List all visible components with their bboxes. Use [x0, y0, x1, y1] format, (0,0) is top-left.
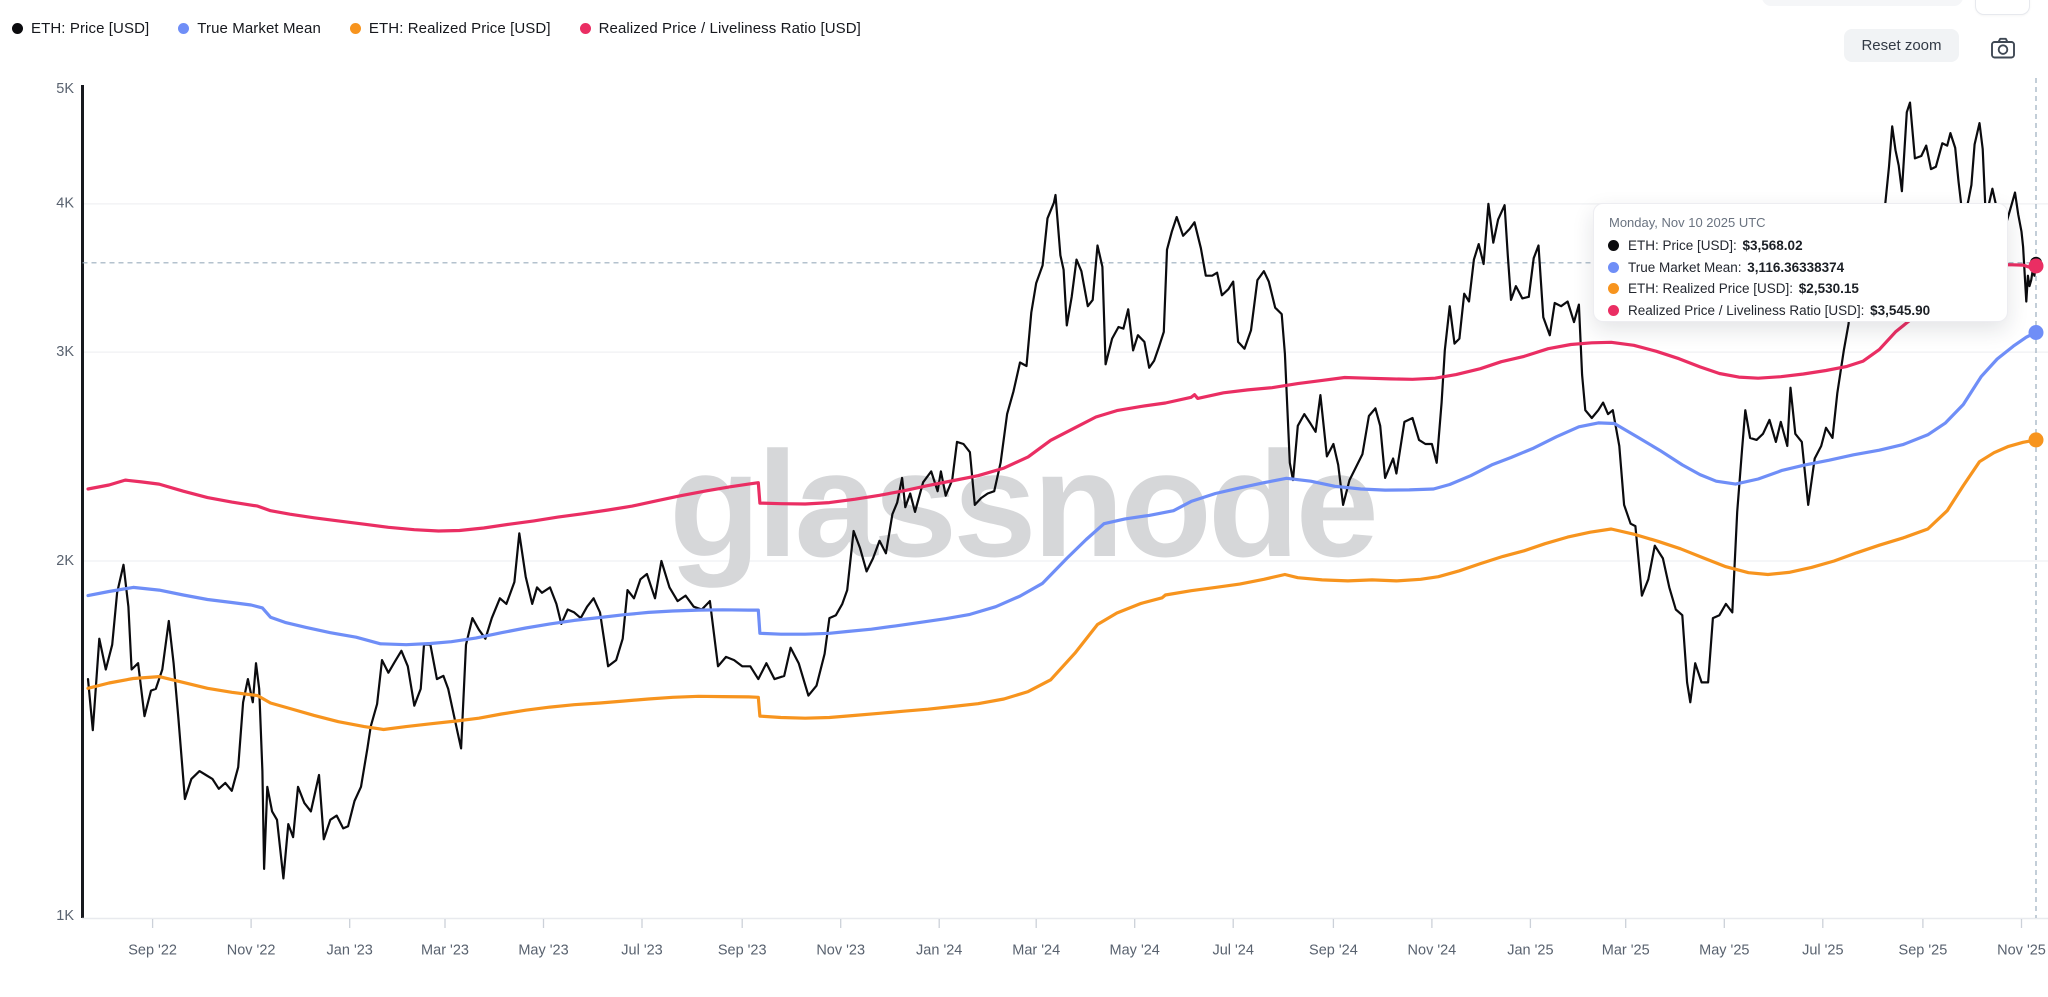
- x-axis-label: Mar '23: [421, 943, 469, 959]
- tooltip-series-value: $3,545.90: [1870, 302, 1931, 318]
- x-axis-label: Nov '25: [1997, 943, 2046, 959]
- series-line-1[interactable]: [86, 330, 2038, 647]
- x-axis-label: Sep '25: [1899, 943, 1948, 959]
- x-axis-label: Jan '23: [327, 943, 373, 959]
- y-axis-label: 3K: [56, 344, 74, 360]
- legend-item-1[interactable]: True Market Mean: [178, 20, 321, 37]
- tooltip: Monday, Nov 10 2025 UTC ETH: Price [USD]…: [1593, 203, 2008, 322]
- legend-item-0[interactable]: ETH: Price [USD]: [12, 20, 149, 37]
- tooltip-series-dot-icon: [1608, 283, 1619, 295]
- series-end-dot-3: [2028, 258, 2044, 274]
- legend-dot-icon: [579, 23, 591, 34]
- tooltip-row-1: True Market Mean: 3,116.36338374: [1608, 257, 1993, 279]
- legend-item-label: ETH: Price [USD]: [31, 20, 150, 37]
- camera-icon: [1988, 37, 2018, 66]
- tooltip-series-label: True Market Mean: 3,116.36338374: [1628, 259, 1845, 275]
- tooltip-series-dot-icon: [1608, 240, 1619, 252]
- y-axis-label: 4K: [56, 196, 74, 212]
- tooltip-series-label: ETH: Realized Price [USD]: $2,530.15: [1628, 281, 1859, 296]
- x-axis-label: Sep '24: [1309, 943, 1358, 959]
- x-axis-label: Jul '25: [1802, 943, 1843, 959]
- tooltip-series-value: $3,568.02: [1742, 238, 1803, 253]
- toolbar-cutoff-button[interactable]: [1975, 0, 2030, 15]
- tooltip-series-dot-icon: [1608, 261, 1619, 273]
- series-end-dot-2: [2028, 432, 2044, 448]
- x-axis-label: Nov '23: [816, 943, 865, 959]
- x-axis-label: May '25: [1699, 943, 1749, 959]
- y-axis-label: 1K: [56, 908, 74, 924]
- legend-item-label: True Market Mean: [197, 20, 321, 37]
- x-axis-label: Sep '23: [718, 943, 767, 959]
- x-axis-label: May '23: [518, 943, 568, 959]
- tooltip-series-value: $2,530.15: [1798, 281, 1859, 296]
- legend-dot-icon: [178, 23, 190, 34]
- series-end-dot-1: [2028, 325, 2044, 340]
- x-axis-label: May '24: [1110, 943, 1160, 959]
- legend-item-label: Realized Price / Liveliness Ratio [USD]: [598, 20, 861, 37]
- series-line-0[interactable]: [86, 101, 2038, 880]
- legend-item-3[interactable]: Realized Price / Liveliness Ratio [USD]: [579, 20, 861, 37]
- x-axis-label: Jul '23: [621, 943, 662, 959]
- x-axis-label: Jul '24: [1212, 943, 1253, 959]
- reset-zoom-button[interactable]: Reset zoom: [1844, 29, 1959, 62]
- x-axis-label: Jan '25: [1507, 943, 1553, 959]
- x-axis-label: Mar '25: [1602, 943, 1650, 959]
- y-axis-label: 2K: [56, 553, 74, 569]
- series-line-3[interactable]: [86, 263, 2038, 533]
- legend-item-label: ETH: Realized Price [USD]: [368, 20, 551, 37]
- tooltip-series-label: Realized Price / Liveliness Ratio [USD]:…: [1628, 302, 1931, 318]
- tooltip-row-2: ETH: Realized Price [USD]: $2,530.15: [1608, 278, 1993, 300]
- tooltip-series-dot-icon: [1608, 304, 1619, 316]
- x-axis-label: Sep '22: [128, 943, 177, 959]
- x-axis-label: Jan '24: [916, 943, 962, 959]
- x-axis-label: Mar '24: [1012, 943, 1060, 959]
- tooltip-series-value: 3,116.36338374: [1747, 259, 1845, 275]
- legend-dot-icon: [349, 23, 361, 34]
- x-axis-label: Nov '22: [227, 943, 276, 959]
- tooltip-row-3: Realized Price / Liveliness Ratio [USD]:…: [1608, 300, 1993, 322]
- series-line-2[interactable]: [86, 438, 2038, 732]
- camera-button[interactable]: [1988, 33, 2018, 63]
- y-axis-label: 5K: [56, 81, 74, 97]
- tooltip-date: Monday, Nov 10 2025 UTC: [1609, 215, 1766, 230]
- legend: ETH: Price [USD] True Market Mean ETH: Rea…: [12, 20, 861, 37]
- legend-item-2[interactable]: ETH: Realized Price [USD]: [349, 20, 551, 37]
- tooltip-row-0: ETH: Price [USD]: $3,568.02: [1608, 235, 1993, 257]
- x-axis-label: Nov '24: [1408, 943, 1457, 959]
- legend-dot-icon: [12, 23, 23, 34]
- toolbar-cutoff-pill: [1762, 0, 1963, 6]
- tooltip-series-label: ETH: Price [USD]: $3,568.02: [1628, 238, 1803, 253]
